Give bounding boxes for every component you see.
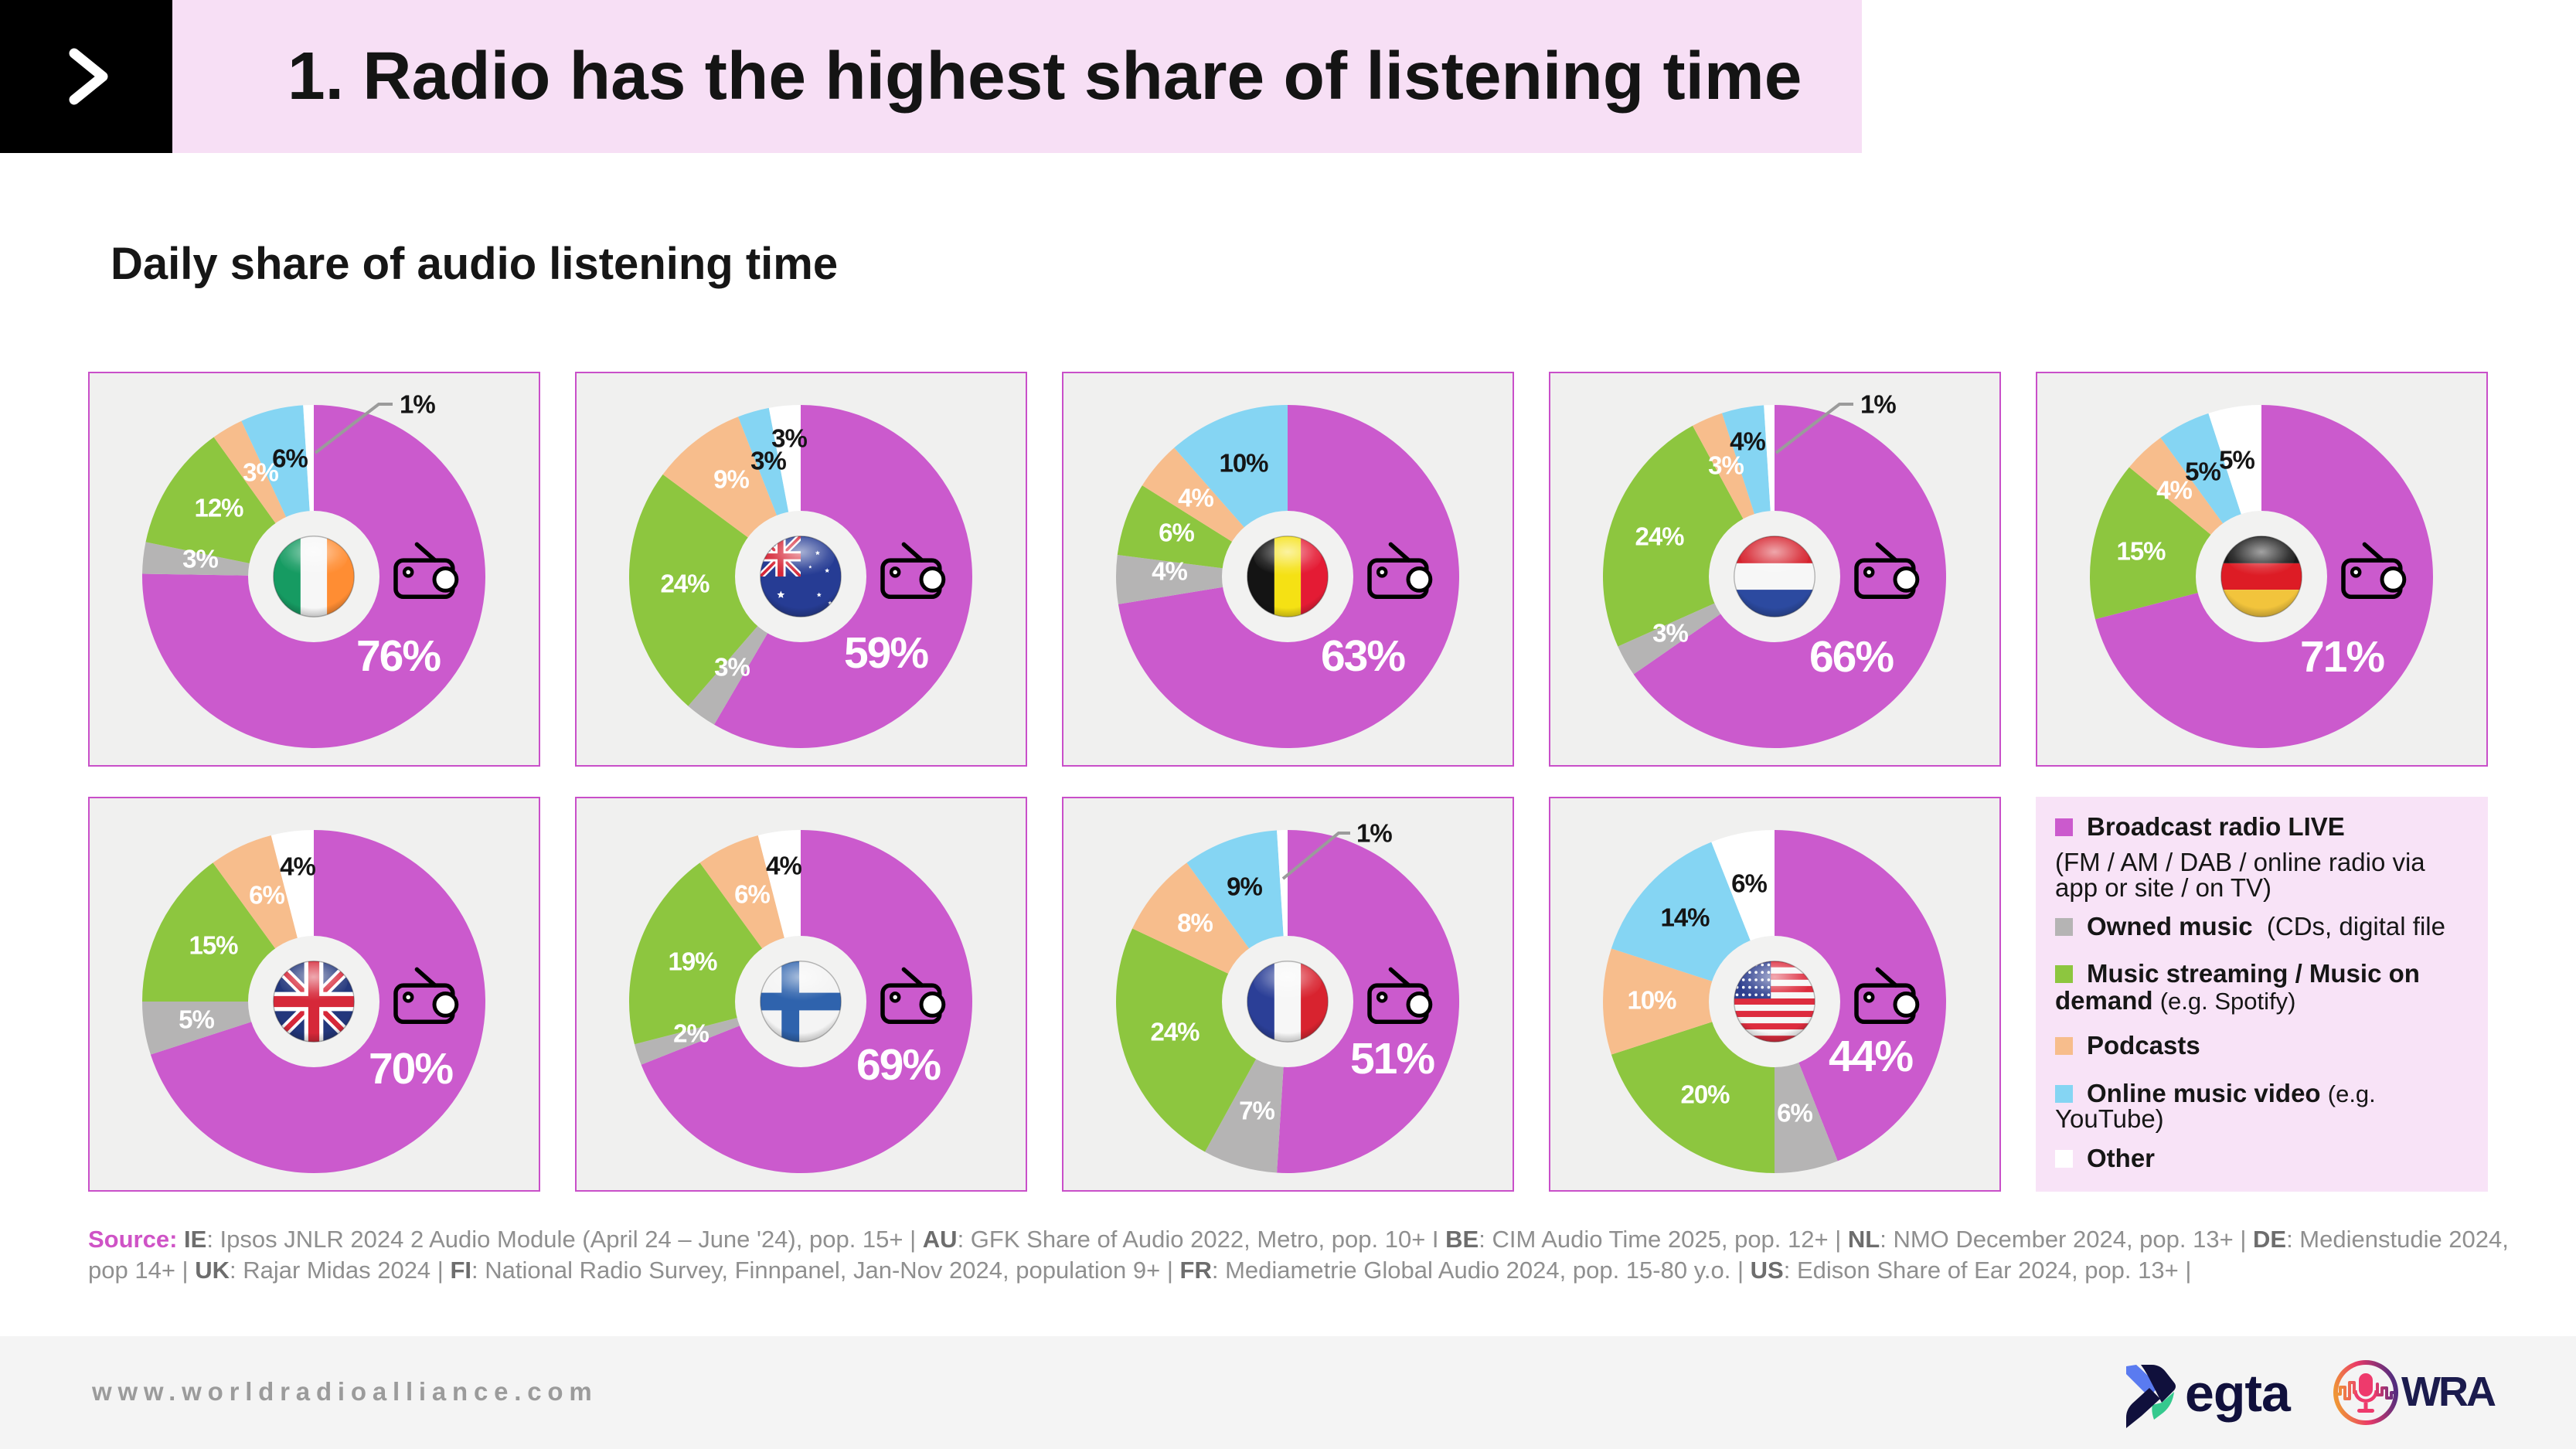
svg-text:4%: 4% <box>1152 557 1187 586</box>
svg-text:2%: 2% <box>673 1019 709 1048</box>
svg-text:9%: 9% <box>713 465 749 494</box>
svg-text:14%: 14% <box>1660 903 1710 932</box>
svg-text:3%: 3% <box>1708 451 1744 480</box>
svg-text:6%: 6% <box>249 881 284 910</box>
svg-text:4%: 4% <box>2156 476 2192 505</box>
svg-text:4%: 4% <box>280 852 315 881</box>
svg-text:7%: 7% <box>1239 1097 1274 1125</box>
svg-text:20%: 20% <box>1680 1080 1730 1109</box>
svg-text:6%: 6% <box>1159 519 1194 547</box>
svg-text:71%: 71% <box>2300 632 2384 682</box>
svg-text:8%: 8% <box>1177 909 1213 937</box>
svg-text:69%: 69% <box>856 1040 941 1090</box>
svg-text:15%: 15% <box>2116 537 2166 566</box>
svg-text:4%: 4% <box>1178 484 1213 512</box>
svg-text:3%: 3% <box>771 424 807 453</box>
svg-text:1%: 1% <box>400 390 435 419</box>
svg-text:5%: 5% <box>2185 457 2220 486</box>
svg-text:6%: 6% <box>1777 1099 1812 1128</box>
svg-text:5%: 5% <box>179 1005 214 1034</box>
svg-text:12%: 12% <box>194 494 243 522</box>
svg-text:44%: 44% <box>1829 1032 1913 1081</box>
svg-text:4%: 4% <box>1730 427 1765 456</box>
svg-text:9%: 9% <box>1227 872 1262 901</box>
svg-text:4%: 4% <box>766 852 801 880</box>
svg-text:19%: 19% <box>668 947 717 976</box>
svg-text:5%: 5% <box>2219 446 2254 474</box>
svg-text:3%: 3% <box>243 458 278 487</box>
svg-text:24%: 24% <box>1635 522 1684 551</box>
svg-text:3%: 3% <box>750 447 786 475</box>
svg-text:1%: 1% <box>1860 390 1896 419</box>
svg-text:76%: 76% <box>356 631 441 681</box>
svg-text:3%: 3% <box>1652 619 1688 648</box>
svg-text:10%: 10% <box>1627 986 1676 1015</box>
svg-text:10%: 10% <box>1219 449 1268 478</box>
svg-text:6%: 6% <box>1731 869 1767 898</box>
svg-text:6%: 6% <box>272 444 308 473</box>
svg-text:66%: 66% <box>1809 632 1894 682</box>
svg-text:3%: 3% <box>182 545 218 573</box>
svg-text:15%: 15% <box>189 931 238 960</box>
svg-text:51%: 51% <box>1350 1034 1434 1083</box>
svg-text:WRA: WRA <box>2401 1369 2496 1415</box>
svg-text:24%: 24% <box>1150 1018 1200 1046</box>
svg-text:3%: 3% <box>714 653 750 682</box>
svg-text:59%: 59% <box>844 628 928 678</box>
svg-text:63%: 63% <box>1321 631 1405 681</box>
svg-text:24%: 24% <box>660 570 710 598</box>
svg-text:6%: 6% <box>734 880 770 909</box>
svg-text:1%: 1% <box>1356 819 1392 848</box>
svg-text:70%: 70% <box>369 1044 453 1094</box>
